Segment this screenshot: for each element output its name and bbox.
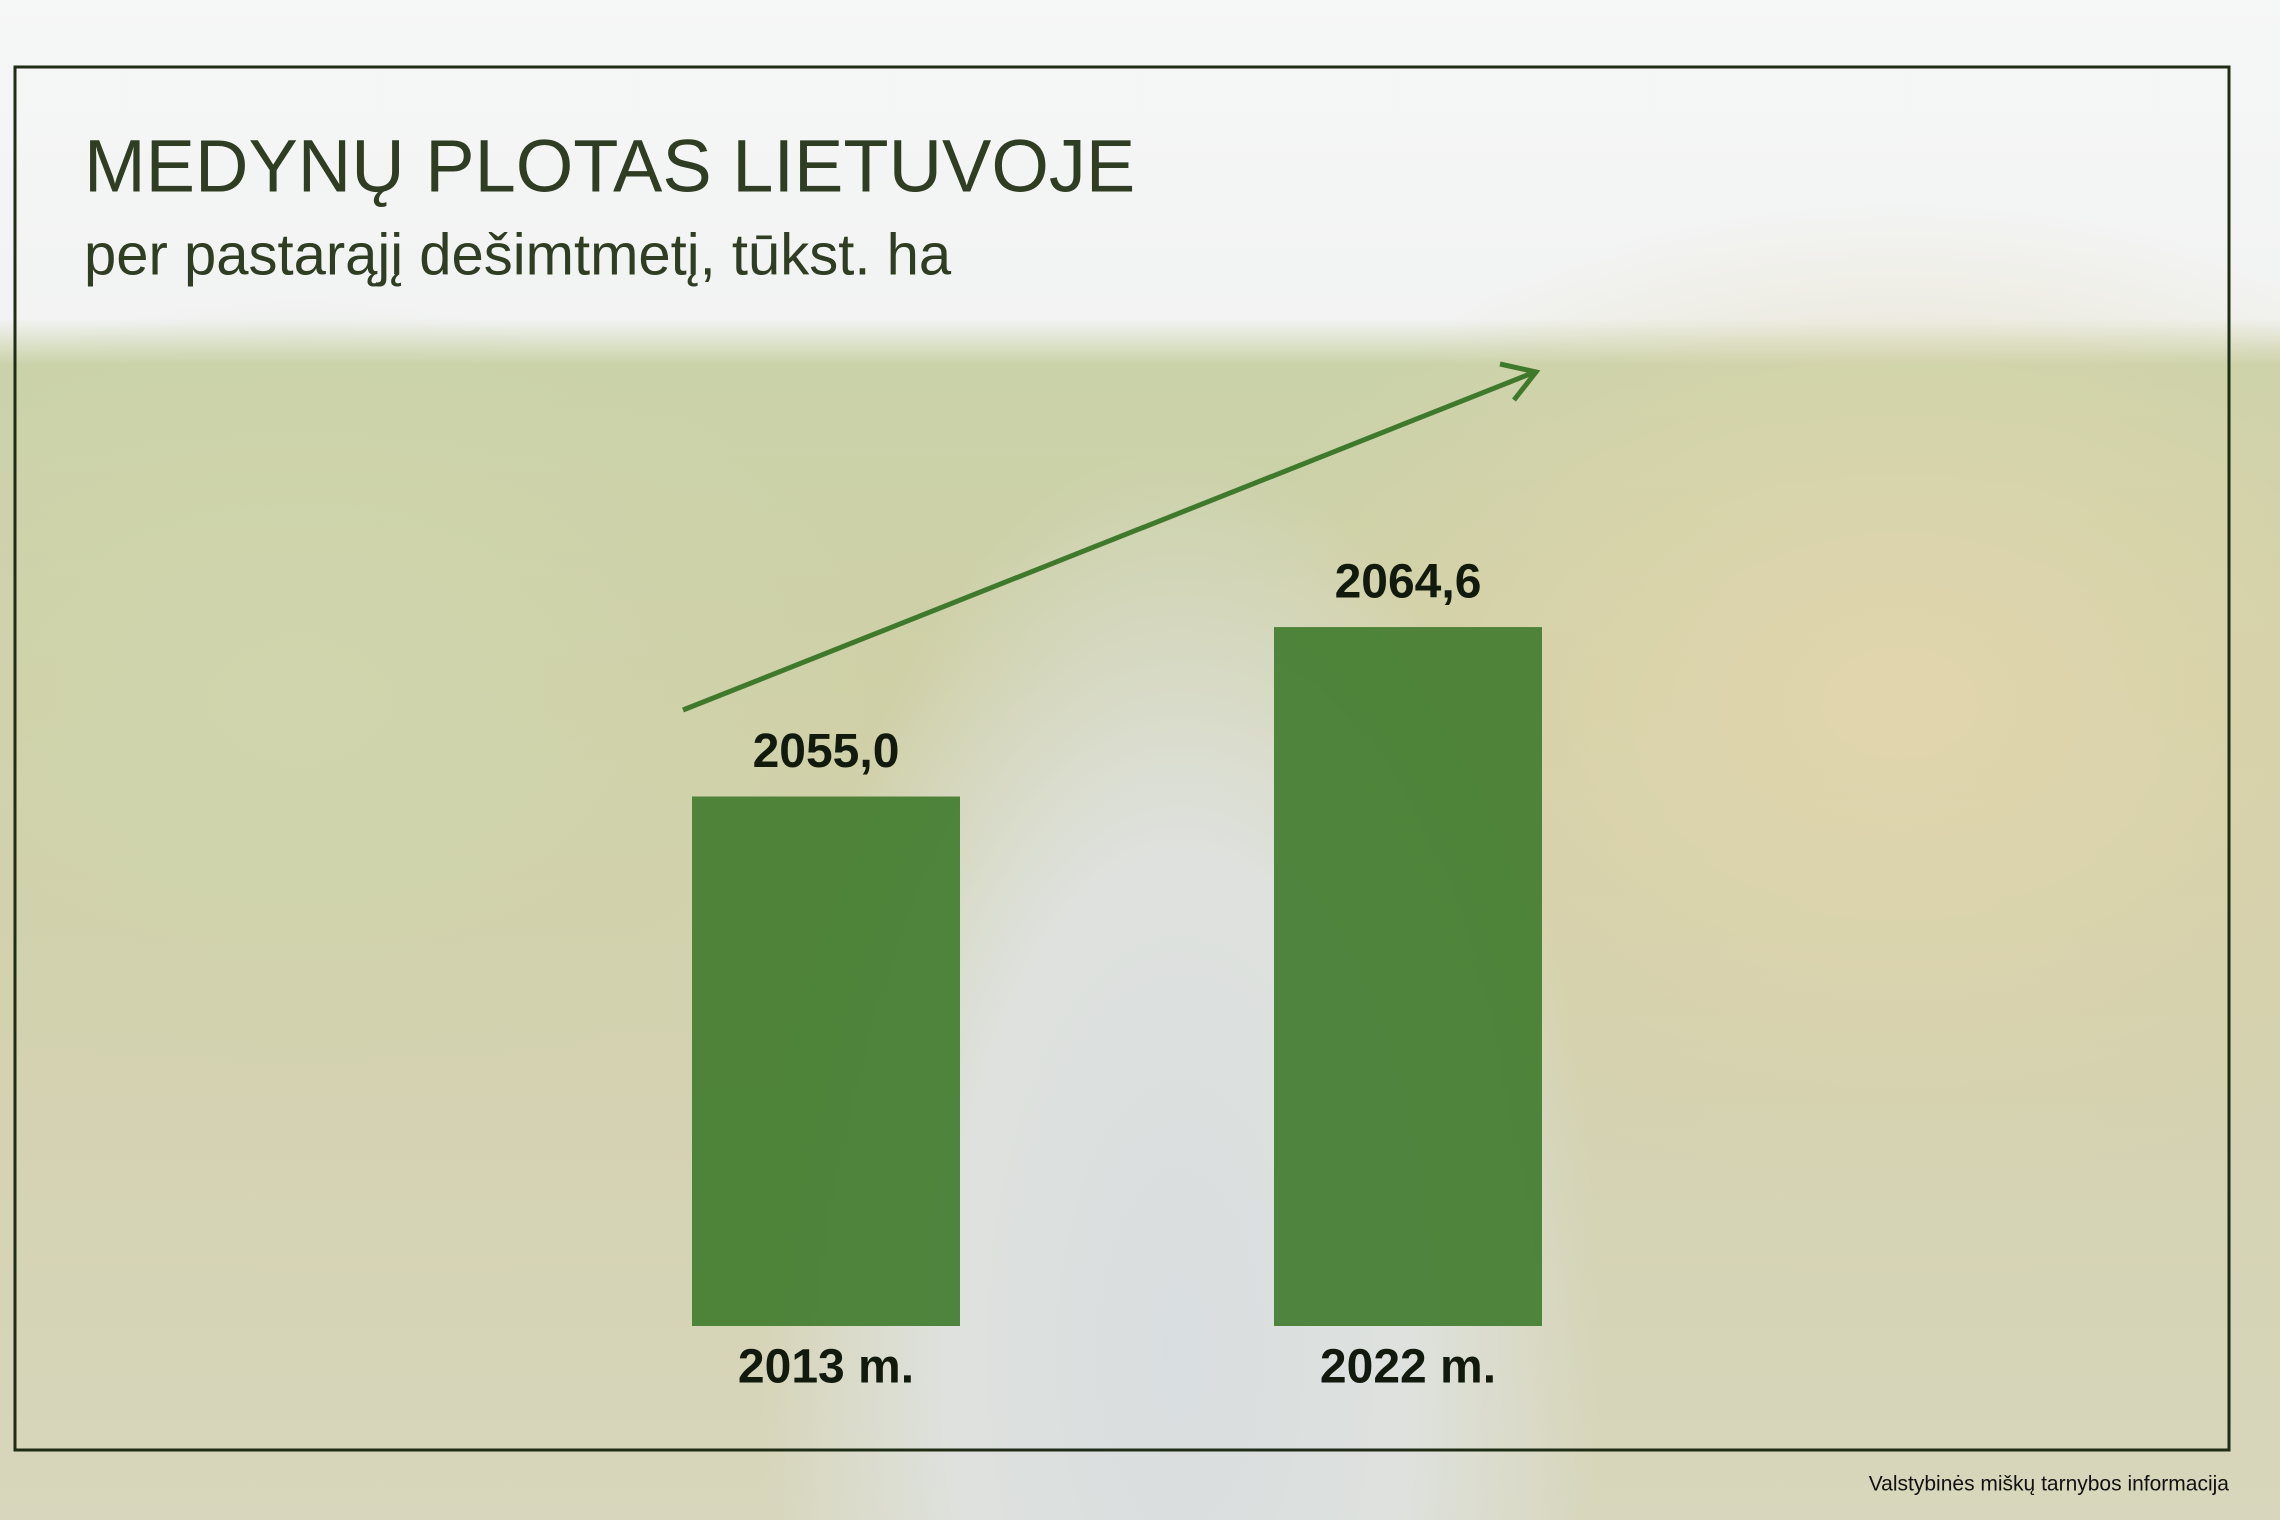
- chart-subtitle: per pastarąjį dešimtmetį, tūkst. ha: [84, 222, 952, 287]
- chart-title: MEDYNŲ PLOTAS LIETUVOJE: [84, 125, 1135, 208]
- bar: [692, 796, 960, 1326]
- bar: [1274, 627, 1542, 1326]
- source-note: Valstybinės miškų tarnybos informacija: [1869, 1473, 2230, 1496]
- value-label: 2064,6: [1335, 556, 1482, 609]
- trend-arrow: [682, 361, 1541, 713]
- value-label: 2055,0: [753, 725, 900, 778]
- x-tick-label: 2013 m.: [738, 1341, 914, 1394]
- frame: [13, 65, 2231, 1452]
- x-tick-label: 2022 m.: [1320, 1341, 1496, 1394]
